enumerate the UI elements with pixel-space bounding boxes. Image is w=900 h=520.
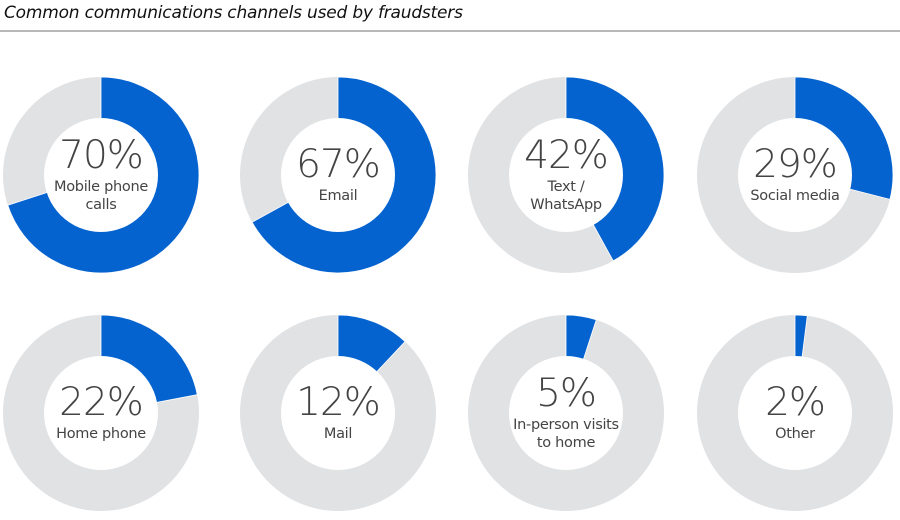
channel-label: Other bbox=[775, 426, 815, 442]
donut-ring bbox=[3, 315, 199, 511]
channel-label: Text / WhatsApp bbox=[530, 179, 602, 213]
donut-chart-other: 2% Other bbox=[697, 315, 893, 511]
donut-chart-email: 67% Email bbox=[240, 77, 436, 273]
channel-label: Social media bbox=[750, 188, 840, 204]
percent-value: 67% bbox=[296, 142, 381, 187]
donut-hole bbox=[281, 356, 395, 470]
donut-hole bbox=[738, 118, 852, 232]
title-divider bbox=[0, 30, 900, 32]
channel-label: In-person visits to home bbox=[513, 417, 619, 451]
percent-value: 5% bbox=[536, 371, 597, 416]
percent-value: 12% bbox=[296, 380, 381, 425]
channel-label: Home phone bbox=[56, 426, 146, 442]
channel-label: Mail bbox=[323, 426, 353, 442]
donut-ring bbox=[697, 77, 893, 273]
donut-chart-text-whatsapp: 42% Text / WhatsApp bbox=[468, 77, 664, 273]
donut-hole bbox=[738, 356, 852, 470]
donut-hole bbox=[509, 118, 623, 232]
donut-chart-social-media: 29% Social media bbox=[697, 77, 893, 273]
percent-value: 29% bbox=[753, 142, 838, 187]
percent-value: 42% bbox=[524, 133, 609, 178]
donut-ring bbox=[697, 315, 893, 511]
percent-value: 22% bbox=[59, 380, 144, 425]
donut-chart-mobile-phone-calls: 70% Mobile phone calls bbox=[3, 77, 199, 273]
donut-ring bbox=[240, 315, 436, 511]
donut-chart-home-phone: 22% Home phone bbox=[3, 315, 199, 511]
donut-ring bbox=[3, 77, 199, 273]
donut-chart-in-person-visits: 5% In-person visits to home bbox=[468, 315, 664, 511]
donut-hole bbox=[281, 118, 395, 232]
donut-ring bbox=[240, 77, 436, 273]
chart-title: Common communications channels used by f… bbox=[4, 3, 463, 23]
donut-chart-mail: 12% Mail bbox=[240, 315, 436, 511]
donut-hole bbox=[509, 356, 623, 470]
donut-hole bbox=[44, 118, 158, 232]
percent-value: 70% bbox=[59, 133, 144, 178]
donut-hole bbox=[44, 356, 158, 470]
channel-label: Mobile phone calls bbox=[54, 179, 148, 213]
percent-value: 2% bbox=[765, 380, 826, 425]
donut-ring bbox=[468, 315, 664, 511]
donut-ring bbox=[468, 77, 664, 273]
channel-label: Email bbox=[318, 188, 358, 204]
